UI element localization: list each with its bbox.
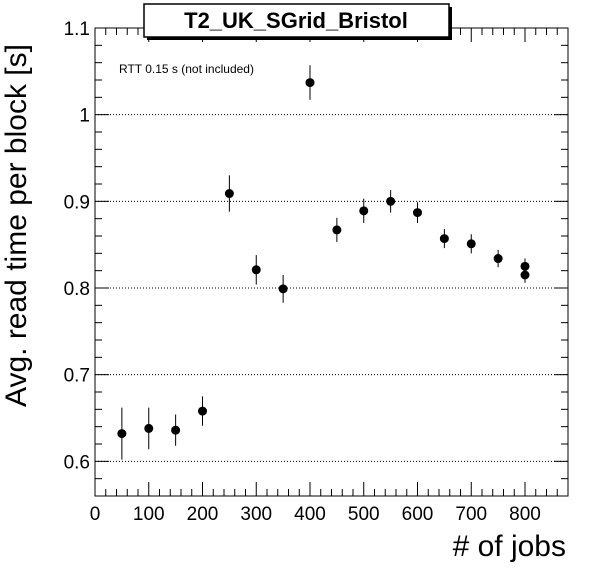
x-tick-label: 200	[187, 504, 219, 525]
data-point	[305, 78, 315, 88]
labels-layer: 0 100 200 300 400 500 600 700 800 0.6 0.7 0.8 0.9 1 1.…	[64, 19, 541, 525]
chart-title: T2_UK_SGrid_Bristol	[184, 8, 408, 33]
data-point	[493, 254, 503, 264]
y-tick-label: 1	[79, 106, 90, 127]
y-axis-title: Avg. read time per block [s]	[0, 44, 33, 407]
x-tick-label: 100	[133, 504, 165, 525]
y-tick-label: 0.9	[64, 192, 90, 213]
data-point	[439, 234, 449, 244]
chart-annotation: RTT 0.15 s (not included)	[119, 62, 254, 76]
data-point	[520, 270, 530, 280]
data-point	[224, 189, 234, 199]
data-point	[117, 429, 127, 439]
x-tick-label: 0	[90, 504, 101, 525]
points-layer	[117, 65, 530, 460]
data-point	[386, 196, 396, 206]
data-point	[251, 265, 261, 275]
x-tick-label: 700	[455, 504, 487, 525]
data-point	[413, 208, 422, 218]
y-tick-label: 0.8	[64, 279, 90, 300]
title-box	[143, 3, 450, 38]
data-point	[198, 406, 207, 416]
data-point	[278, 284, 288, 294]
grid-layer	[95, 27, 568, 462]
data-point	[144, 423, 154, 433]
data-point	[359, 206, 369, 216]
data-point	[466, 239, 476, 249]
y-tick-label: 1.1	[64, 19, 90, 40]
x-tick-label: 400	[294, 504, 326, 525]
x-tick-label: 500	[348, 504, 380, 525]
y-tick-label: 0.7	[64, 366, 90, 387]
data-point	[332, 225, 342, 235]
y-tick-label: 0.6	[64, 452, 90, 473]
data-point	[520, 261, 530, 271]
x-tick-label: 600	[402, 504, 434, 525]
data-point	[171, 425, 181, 435]
x-tick-label: 800	[509, 504, 541, 525]
x-tick-label: 300	[240, 504, 272, 525]
x-axis-title: # of jobs	[453, 530, 566, 563]
